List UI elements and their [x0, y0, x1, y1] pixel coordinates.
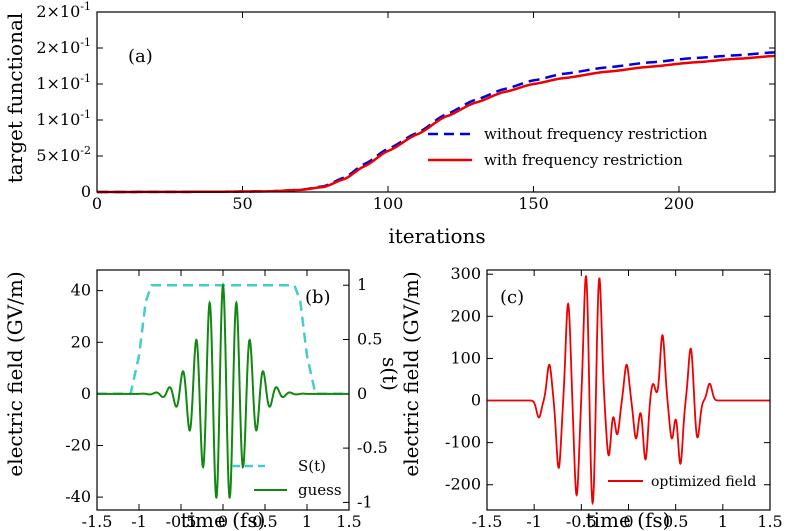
- x-tick-label: 1.5: [757, 512, 782, 531]
- y-tick-label: 0: [471, 391, 481, 410]
- panel-b-chart: electric field (GV/m) s(t) time (fs) (b)…: [3, 269, 402, 531]
- y2-tick-label: 1: [357, 275, 367, 294]
- x-tick-label: 0: [623, 512, 633, 531]
- y-tick-exponent: -1: [80, 0, 91, 13]
- panel-b-label: (b): [305, 287, 331, 308]
- y-tick-exponent: -1: [80, 72, 91, 85]
- y-tick-label: 20: [71, 332, 91, 351]
- y-tick-label: 5×10-2: [36, 144, 91, 165]
- y-tick-label: 1×10-1: [36, 72, 91, 93]
- x-tick-label: 1.5: [336, 512, 361, 531]
- panel-c-ylabel: electric field (GV/m): [399, 271, 423, 476]
- y-tick-base: 2×10: [36, 2, 80, 21]
- y2-tick-label: 0: [357, 384, 367, 403]
- panel-c-label: (c): [500, 287, 524, 308]
- y-tick-exponent: -1: [80, 36, 91, 49]
- legend-label-s: S(t): [298, 457, 326, 475]
- y-tick-base: 1×10: [36, 110, 80, 129]
- panel-b-xlabel: time (fs): [181, 508, 266, 531]
- x-tick-label: -1.5: [472, 512, 503, 531]
- y-tick-label: 0: [81, 182, 91, 201]
- panel-c-xlabel: time (fs): [586, 508, 671, 531]
- y-tick-label: 200: [450, 306, 481, 325]
- panel-a-label: (a): [128, 46, 153, 67]
- panel-a-frame: [96, 11, 776, 193]
- y-tick-label: 0: [81, 384, 91, 403]
- panel-a-chart: target functional iterations (a) 0 50 100 1…: [3, 0, 776, 248]
- y-tick-base: 5×10: [36, 146, 80, 165]
- x-tick-label: 0.5: [663, 512, 688, 531]
- x-tick-label: 1: [718, 512, 728, 531]
- panel-b-legend: S(t) guess: [232, 457, 342, 499]
- y-tick-base: 1×10: [36, 74, 80, 93]
- y-tick-exponent: -2: [80, 144, 91, 157]
- x-tick-label: 100: [373, 194, 404, 213]
- y2-tick-label: 0.5: [357, 330, 382, 349]
- x-tick-label: -1: [131, 512, 147, 531]
- x-tick-label: 50: [232, 194, 252, 213]
- y-tick-base: 2×10: [36, 38, 80, 57]
- panel-b-y2label: s(t): [378, 357, 402, 391]
- panel-a-ylabel: target functional: [3, 13, 27, 184]
- panel-b-ylabel: electric field (GV/m): [3, 271, 27, 476]
- legend-label-with: with frequency restriction: [484, 151, 683, 169]
- legend-label-without: without frequency restriction: [484, 125, 708, 143]
- y-tick-label: 2×10-1: [36, 0, 91, 21]
- panel-c-frame: [486, 269, 771, 511]
- y-tick-label: -20: [65, 435, 91, 454]
- panel-a-legend: without frequency restriction with frequ…: [428, 125, 708, 169]
- x-tick-label: -0.5: [566, 512, 597, 531]
- series-line-guess: [97, 282, 349, 499]
- panel-c-legend: optimized field: [608, 474, 756, 490]
- y-tick-label: 300: [450, 264, 481, 283]
- x-tick-label: -0.5: [166, 512, 197, 531]
- legend-label-guess: guess: [298, 481, 342, 499]
- x-tick-label: 150: [518, 194, 549, 213]
- x-tick-label: -1: [526, 512, 542, 531]
- y-tick-label: -40: [65, 487, 91, 506]
- y2-tick-label: -0.5: [357, 438, 388, 457]
- y-tick-label: 2×10-1: [36, 36, 91, 57]
- x-tick-label: 1: [302, 512, 312, 531]
- panel-b-frame: [96, 269, 350, 511]
- x-tick-label: 200: [664, 194, 695, 213]
- y-tick-label: -100: [445, 433, 481, 452]
- x-tick-label: -1.5: [82, 512, 113, 531]
- y-tick-label: 100: [450, 348, 481, 367]
- legend-label-optimized: optimized field: [651, 474, 756, 490]
- x-tick-label: 0: [92, 194, 102, 213]
- series-line-optimized: [487, 275, 770, 506]
- y2-tick-label: -1: [357, 492, 373, 511]
- x-tick-label: 0: [218, 512, 228, 531]
- panel-c-chart: electric field (GV/m) time (fs) (c) -1.5…: [399, 264, 783, 531]
- y-tick-label: 40: [71, 281, 91, 300]
- series-line-with: [97, 54, 776, 194]
- x-tick-label: 0.5: [252, 512, 277, 531]
- panel-a-xlabel: iterations: [388, 224, 485, 248]
- y-tick-exponent: -1: [80, 108, 91, 121]
- y-tick-label: -200: [445, 475, 481, 494]
- y-tick-label: 1×10-1: [36, 108, 91, 129]
